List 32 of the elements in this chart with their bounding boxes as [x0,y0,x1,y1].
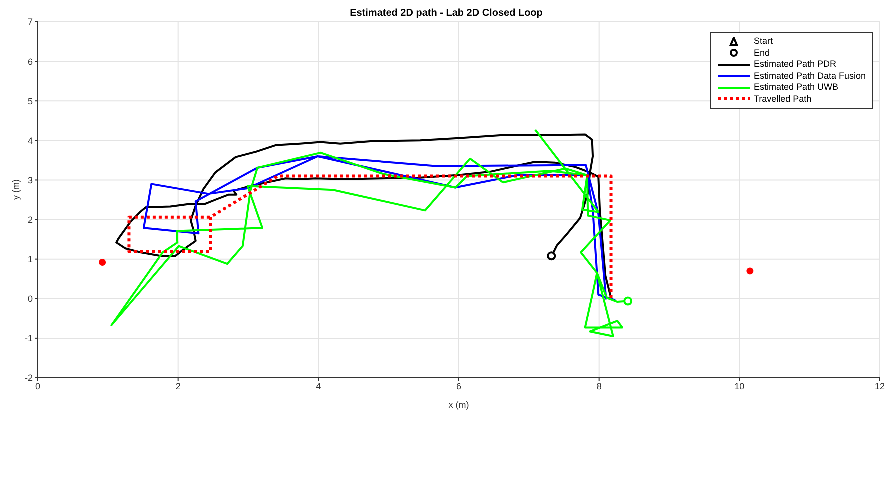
x-tick-label: 12 [874,381,885,392]
legend-label: Start [754,36,773,48]
point [547,252,556,261]
y-tick-label: 7 [28,17,33,28]
y-tick-label: 2 [28,214,33,225]
point [746,268,754,275]
y-tick-label: 5 [28,96,33,106]
y-tick-label: -1 [24,334,33,344]
line-series [128,174,613,300]
line-series [142,155,616,302]
y-tick-label: -2 [24,373,33,384]
legend-label: End [754,48,770,59]
x-tick-label: 4 [316,381,322,392]
chart-title: Estimated 2D path - Lab 2D Closed Loop [349,8,544,19]
y-tick-label: 1 [28,254,33,265]
y-tick-label: 0 [28,294,33,304]
y-tick-label: 4 [28,136,33,146]
x-tick-label: 10 [734,381,745,392]
y-tick-label: 3 [28,175,33,186]
x-tick-label: 0 [35,381,41,392]
point [99,259,106,266]
y-axis-title: y (m) [11,180,22,200]
x-tick-label: 2 [176,381,181,392]
legend-label: Estimated Path PDR [754,59,836,70]
point [624,296,633,306]
legend-label: Estimated Path UWB [754,82,838,94]
x-axis-title: x (m) [448,400,470,410]
legend-label: Travelled Path [754,94,812,105]
y-tick-label: 6 [28,56,33,67]
x-tick-label: 6 [456,381,462,392]
legend-label: Estimated Path Data Fusion [754,70,866,82]
x-tick-label: 8 [596,381,602,392]
